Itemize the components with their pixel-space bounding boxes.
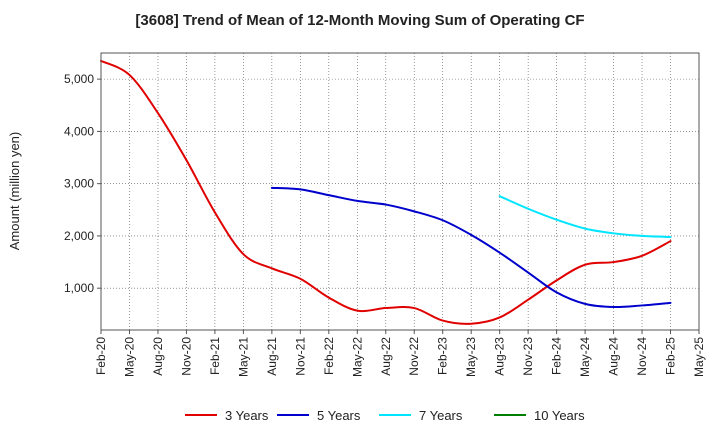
y-axis-ticks: 1,000 2,000 3,000 4,000 5,000 [64, 72, 101, 295]
legend-item: 10 Years [494, 408, 585, 423]
series-line-5-years [270, 186, 672, 309]
x-tick-label: Feb-22 [322, 337, 336, 375]
chart-title: [3608] Trend of Mean of 12-Month Moving … [135, 12, 585, 29]
legend-item: 5 Years [277, 408, 361, 423]
x-tick-label: Aug-21 [265, 337, 279, 376]
x-tick-label: Aug-22 [379, 337, 393, 376]
x-tick-label: May-25 [692, 337, 706, 377]
x-tick-label: Feb-24 [550, 337, 564, 375]
y-axis-label: Amount (million yen) [7, 132, 22, 251]
x-tick-label: Feb-25 [664, 337, 678, 375]
x-tick-label: Feb-20 [94, 337, 108, 375]
x-tick-label: Feb-23 [436, 337, 450, 375]
legend: 3 Years 5 Years 7 Years 10 Years [185, 408, 585, 423]
series-line-7-years [498, 195, 672, 238]
x-tick-label: Feb-21 [208, 337, 222, 375]
x-axis-ticks: Feb-20 May-20 Aug-20 Nov-20 Feb-21 May-21 Aug-… [94, 330, 706, 377]
x-tick-label: May-20 [122, 337, 136, 377]
series-line-3-years [100, 59, 672, 325]
x-tick-label: Nov-22 [407, 337, 421, 376]
legend-item: 3 Years [185, 408, 269, 423]
y-tick-label: 1,000 [64, 281, 94, 295]
x-tick-label: May-24 [578, 337, 592, 377]
x-tick-label: Aug-24 [607, 337, 621, 376]
legend-label: 3 Years [225, 408, 269, 423]
x-tick-label: Aug-23 [493, 337, 507, 376]
x-tick-label: May-21 [236, 337, 250, 377]
grid [100, 53, 700, 330]
legend-label: 5 Years [317, 408, 361, 423]
y-tick-label: 2,000 [64, 229, 94, 243]
y-tick-label: 4,000 [64, 124, 94, 138]
x-tick-label: May-23 [464, 337, 478, 377]
legend-label: 7 Years [419, 408, 463, 423]
x-tick-label: Nov-20 [179, 337, 193, 376]
x-tick-label: Nov-24 [635, 337, 649, 376]
legend-item: 7 Years [379, 408, 463, 423]
x-tick-label: Nov-23 [521, 337, 535, 376]
y-tick-label: 3,000 [64, 177, 94, 191]
x-tick-label: Aug-20 [151, 337, 165, 376]
y-tick-label: 5,000 [64, 72, 94, 86]
legend-label: 10 Years [534, 408, 585, 423]
plot-frame [100, 52, 700, 331]
x-tick-label: Nov-21 [293, 337, 307, 376]
x-tick-label: May-22 [350, 337, 364, 377]
series-lines [100, 59, 672, 325]
